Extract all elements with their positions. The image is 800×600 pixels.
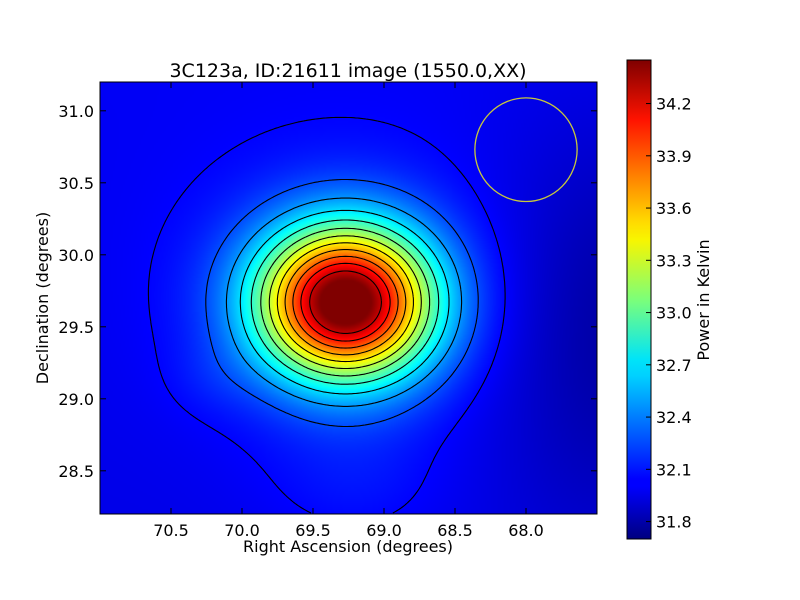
- colorbar-tick-label: 31.8: [656, 513, 692, 532]
- beam-circle: [474, 97, 578, 203]
- contour-line: [250, 219, 440, 385]
- colorbar-ticks: 31.8 32.1 32.4 32.7 33.0 33.3 33.6 33.9 34.2: [646, 95, 692, 532]
- chart-title: 3C123a, ID:21611 image (1550.0,XX): [169, 60, 526, 82]
- colorbar-tick-label: 32.1: [656, 460, 692, 479]
- colorbar-tick-label: 33.0: [656, 304, 692, 323]
- colorbar: 31.8 32.1 32.4 32.7 33.0 33.3 33.6 33.9 34.2 Pow…: [626, 59, 713, 540]
- y-axis-label: Declination (degrees): [33, 212, 52, 384]
- y-tick-label: 30.5: [58, 174, 94, 193]
- y-axis: 28.5 29.0 29.5 30.0 30.5 31.0: [58, 102, 597, 481]
- x-axis-label: Right Ascension (degrees): [243, 537, 453, 556]
- contour-line: [260, 227, 431, 377]
- heatmap-area: [100, 82, 597, 514]
- x-tick-label: 69.0: [366, 521, 402, 540]
- colorbar-label: Power in Kelvin: [694, 239, 713, 360]
- colorbar-tick-label: 33.9: [656, 147, 692, 166]
- contour-lines: [147, 116, 506, 514]
- colorbar-tick-label: 34.2: [656, 95, 692, 114]
- x-tick-label: 69.5: [295, 521, 331, 540]
- contour-line: [268, 235, 422, 370]
- contour-line: [284, 249, 407, 356]
- colorbar-tick-label: 33.6: [656, 199, 692, 218]
- contour-line: [225, 197, 463, 407]
- colorbar-tick-label: 33.3: [656, 251, 692, 270]
- y-tick-label: 29.5: [58, 318, 94, 337]
- y-tick-label: 29.0: [58, 390, 94, 409]
- heatmap-image: [100, 82, 597, 514]
- y-tick-label: 28.5: [58, 462, 94, 481]
- contour-line: [309, 270, 382, 334]
- contour-line: [292, 255, 399, 349]
- colorbar-tick-label: 32.7: [656, 356, 692, 375]
- contour-line: [276, 242, 414, 363]
- y-tick-label: 31.0: [58, 102, 94, 121]
- contour-line: [147, 116, 506, 514]
- x-tick-label: 70.5: [153, 521, 189, 540]
- colorbar-gradient: [626, 59, 652, 540]
- contour-line: [205, 178, 479, 428]
- x-axis: 70.5 70.0 69.5 69.0 68.5 68.0: [153, 82, 544, 540]
- x-tick-label: 70.0: [224, 521, 260, 540]
- y-tick-label: 30.0: [58, 246, 94, 265]
- plot-frame: [99, 81, 598, 515]
- x-tick-label: 68.5: [437, 521, 473, 540]
- contour-line: [239, 209, 450, 395]
- colorbar-tick-label: 32.4: [656, 408, 692, 427]
- contour-line: [300, 262, 391, 342]
- x-tick-label: 68.0: [508, 521, 544, 540]
